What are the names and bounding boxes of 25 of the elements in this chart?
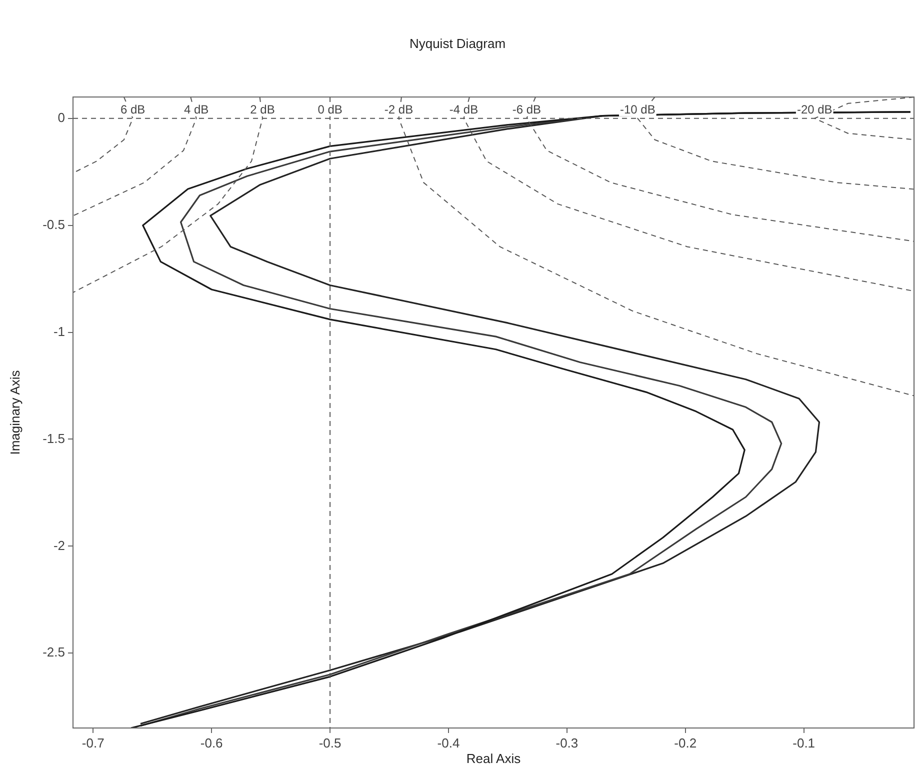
x-tick-label: -0.4 bbox=[437, 735, 460, 750]
series-label: -6 dB bbox=[512, 102, 542, 117]
series-label: 0 dB bbox=[318, 102, 342, 117]
series-label: -20 dB bbox=[796, 102, 832, 117]
x-tick-label: -0.2 bbox=[674, 735, 697, 750]
x-tick-label: -0.1 bbox=[792, 735, 816, 750]
y-tick-label: -1.5 bbox=[42, 430, 65, 446]
series-label: -2 dB bbox=[384, 102, 414, 117]
series-label: -10 dB bbox=[620, 102, 656, 117]
y-tick-label: 0 bbox=[58, 110, 65, 125]
y-tick-label: -0.5 bbox=[42, 216, 65, 232]
y-axis-title: Imaginary Axis bbox=[7, 370, 22, 455]
x-tick-label: -0.3 bbox=[556, 735, 578, 750]
y-tick-label: -2.5 bbox=[42, 644, 65, 660]
y-tick-label: -1 bbox=[53, 324, 65, 339]
x-tick-label: -0.7 bbox=[82, 735, 104, 750]
x-tick-label: -0.6 bbox=[200, 735, 223, 750]
x-tick-label: -0.5 bbox=[318, 735, 342, 750]
series-label: 2 dB bbox=[250, 102, 275, 117]
series-label: -4 dB bbox=[449, 102, 478, 117]
y-tick-label: -2 bbox=[53, 538, 65, 553]
series-label: 4 dB bbox=[184, 102, 209, 117]
series-label: 6 dB bbox=[120, 102, 146, 117]
x-axis-title: Real Axis bbox=[466, 750, 522, 766]
chart-title: Nyquist Diagram bbox=[408, 36, 507, 51]
